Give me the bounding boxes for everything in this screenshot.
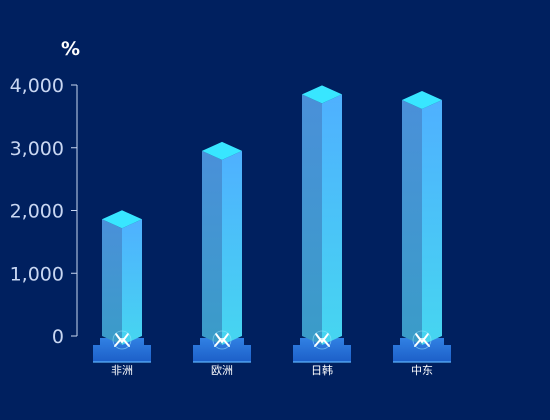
bar-side xyxy=(422,100,442,345)
bar xyxy=(202,150,222,345)
bar xyxy=(102,219,122,345)
bar-group xyxy=(393,91,451,363)
bar-side xyxy=(222,150,242,345)
category-label: 欧洲 xyxy=(211,364,233,377)
bar-series xyxy=(93,85,451,363)
base-marker-icon xyxy=(212,330,232,350)
category-label: 非洲 xyxy=(111,364,133,377)
bar-group xyxy=(93,210,151,363)
base-marker-icon xyxy=(312,330,332,350)
y-tick-label: 2,000 xyxy=(10,201,64,223)
y-axis: 0 1,000 2,000 3,000 4,000 xyxy=(10,75,78,348)
bar-group xyxy=(193,141,251,363)
y-tick-label: 3,000 xyxy=(10,138,64,160)
base-marker-icon xyxy=(112,330,132,350)
bar-side xyxy=(122,219,142,345)
y-tick-label: 1,000 xyxy=(10,263,64,285)
category-axis: 非洲 欧洲 日韩 中东 xyxy=(111,363,433,377)
bar-top-cap xyxy=(302,85,342,104)
bar-side xyxy=(322,94,342,345)
y-axis-unit-label: % xyxy=(61,38,80,60)
bar-top-cap xyxy=(102,210,142,229)
bar-top-cap xyxy=(402,91,442,110)
category-label: 中东 xyxy=(411,364,433,377)
bar-top-cap xyxy=(202,141,242,160)
base-marker-icon xyxy=(412,330,432,350)
bar-group xyxy=(293,85,351,363)
category-label: 日韩 xyxy=(311,363,333,377)
bar xyxy=(302,94,322,345)
y-tick-label: 4,000 xyxy=(10,75,64,97)
y-tick-label: 0 xyxy=(52,326,64,348)
bar xyxy=(402,100,422,345)
